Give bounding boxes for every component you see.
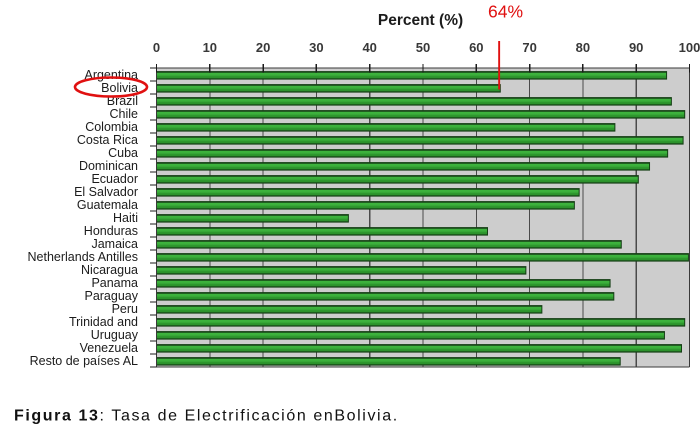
svg-text:Dominican: Dominican bbox=[79, 159, 138, 173]
svg-text:40: 40 bbox=[362, 40, 376, 55]
svg-text:Nicaragua: Nicaragua bbox=[81, 263, 138, 277]
svg-text:10: 10 bbox=[203, 40, 217, 55]
svg-text:60: 60 bbox=[469, 40, 483, 55]
svg-text:Honduras: Honduras bbox=[84, 224, 138, 238]
svg-text:80: 80 bbox=[576, 40, 590, 55]
svg-text:Colombia: Colombia bbox=[85, 120, 138, 134]
svg-text:Paraguay: Paraguay bbox=[84, 289, 138, 303]
svg-text:Uruguay: Uruguay bbox=[91, 328, 139, 342]
svg-text:100: 100 bbox=[679, 40, 700, 55]
svg-text:90: 90 bbox=[629, 40, 643, 55]
svg-text:50: 50 bbox=[416, 40, 430, 55]
svg-text:Resto de países AL: Resto de países AL bbox=[30, 354, 138, 368]
svg-text:Bolivia: Bolivia bbox=[101, 81, 138, 95]
svg-text:Trinidad and: Trinidad and bbox=[69, 315, 138, 329]
svg-text:Chile: Chile bbox=[110, 107, 139, 121]
svg-text:30: 30 bbox=[309, 40, 323, 55]
svg-text:Venezuela: Venezuela bbox=[80, 341, 138, 355]
svg-text:Cuba: Cuba bbox=[108, 146, 138, 160]
svg-text:70: 70 bbox=[522, 40, 536, 55]
svg-text:Figura 13: Tasa de Electrifica: Figura 13: Tasa de Electrificación enBol… bbox=[14, 408, 399, 425]
svg-text:Netherlands Antilles: Netherlands Antilles bbox=[28, 250, 138, 264]
svg-text:Haiti: Haiti bbox=[113, 211, 138, 225]
svg-text:Guatemala: Guatemala bbox=[77, 198, 138, 212]
svg-text:Peru: Peru bbox=[112, 302, 138, 316]
svg-text:Ecuador: Ecuador bbox=[91, 172, 138, 186]
svg-text:Jamaica: Jamaica bbox=[91, 237, 138, 251]
svg-text:El Salvador: El Salvador bbox=[74, 185, 138, 199]
svg-text:Panama: Panama bbox=[91, 276, 138, 290]
svg-text:Costa Rica: Costa Rica bbox=[77, 133, 138, 147]
svg-text:Percent (%): Percent (%) bbox=[378, 12, 463, 29]
svg-text:0: 0 bbox=[153, 40, 160, 55]
svg-text:64%: 64% bbox=[488, 2, 523, 22]
svg-text:20: 20 bbox=[256, 40, 270, 55]
